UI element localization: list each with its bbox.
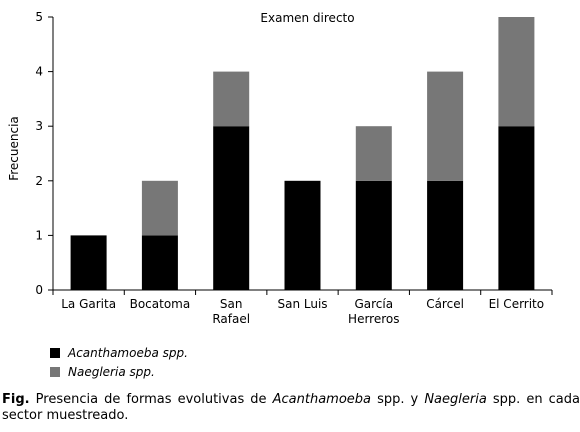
legend-label-naegleria: Naegleria spp. xyxy=(68,365,155,379)
y-tick-label-2: 2 xyxy=(35,174,43,188)
x-tick-label-4-line-1: Herreros xyxy=(348,312,399,326)
bar-acanthamoeba-3 xyxy=(284,180,321,290)
x-tick-label-0: La Garita xyxy=(61,297,116,311)
bar-acanthamoeba-1 xyxy=(141,235,178,290)
bar-naegleria-5 xyxy=(427,71,464,181)
bar-naegleria-1 xyxy=(141,180,178,236)
caption-part-4: spp. en cada sector muestreado. xyxy=(2,392,580,423)
bar-naegleria-4 xyxy=(355,126,392,181)
legend-item-acanthamoeba: Acanthamoeba spp. xyxy=(50,346,188,360)
y-tick-label-0: 0 xyxy=(35,283,43,297)
bar-acanthamoeba-5 xyxy=(427,180,464,290)
bar-acanthamoeba-0 xyxy=(70,235,107,290)
legend-swatch-naegleria xyxy=(50,367,60,377)
x-tick-label-1: Bocatoma xyxy=(130,297,191,311)
caption-part-3: Naegleria xyxy=(424,392,487,407)
x-tick-label-6: El Cerrito xyxy=(489,297,545,311)
y-axis-label: Frecuencia xyxy=(7,116,21,181)
figure-caption: Fig. Presencia de formas evolutivas de A… xyxy=(2,392,580,424)
y-tick-label-1: 1 xyxy=(35,228,43,242)
y-tick-label-3: 3 xyxy=(35,119,43,133)
x-tick-label-4-line-0: García xyxy=(354,297,393,311)
caption-label: Fig. xyxy=(2,392,30,407)
bar-naegleria-6 xyxy=(498,17,535,127)
legend-label-acanthamoeba: Acanthamoeba spp. xyxy=(68,346,188,360)
legend-item-naegleria: Naegleria spp. xyxy=(50,365,155,379)
x-tick-label-5: Cárcel xyxy=(426,297,464,311)
caption-part-0: Presencia de formas evolutivas de xyxy=(29,392,273,407)
caption-part-2: spp. y xyxy=(371,392,425,407)
bar-acanthamoeba-2 xyxy=(213,126,250,290)
bar-acanthamoeba-6 xyxy=(498,126,535,290)
x-tick-label-2-line-0: San xyxy=(220,297,243,311)
y-tick-label-4: 4 xyxy=(35,65,43,79)
legend-swatch-acanthamoeba xyxy=(50,348,60,358)
caption-part-1: Acanthamoeba xyxy=(272,392,371,407)
x-tick-label-3: San Luis xyxy=(277,297,327,311)
bar-acanthamoeba-4 xyxy=(355,180,392,290)
chart-title: Examen directo xyxy=(260,11,354,25)
y-tick-label-5: 5 xyxy=(35,10,43,24)
bar-naegleria-2 xyxy=(213,71,250,127)
x-tick-label-2-line-1: Rafael xyxy=(212,312,250,326)
